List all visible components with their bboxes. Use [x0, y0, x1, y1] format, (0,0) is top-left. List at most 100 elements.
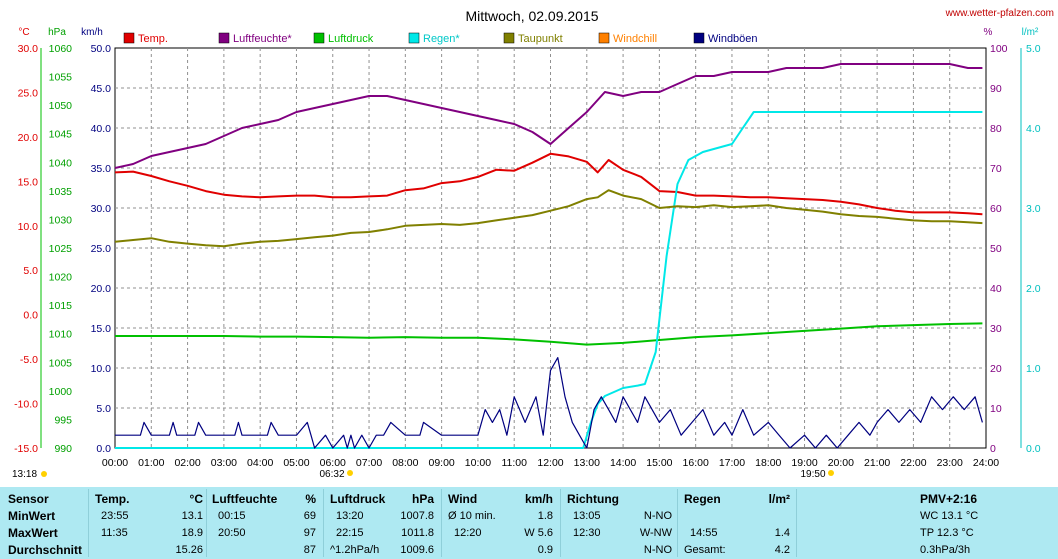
rain-tick-label: 3.0 [1026, 203, 1041, 215]
divider [206, 489, 207, 557]
legend: Temp. Luftfeuchte* Luftdruck Regen* Taupunkt… [123, 32, 758, 45]
row-label-max: MaxWert [8, 526, 58, 540]
series-windb-en-line [115, 357, 983, 449]
legend-item: Windchill [598, 32, 657, 45]
rain-total-label: Gesamt: [684, 544, 726, 556]
hpa-tick-label: 1030 [49, 214, 73, 226]
kmh-tick-label: 50.0 [91, 43, 112, 55]
x-tick-label: 05:00 [283, 457, 309, 469]
sensor-header: Sensor [8, 492, 49, 506]
x-tick-label: 07:00 [356, 457, 382, 469]
x-tick-label: 16:00 [683, 457, 709, 469]
temp-tick-label: -15.0 [14, 443, 38, 455]
series-luftfeuchte-line [114, 63, 983, 169]
temp-tick-label: 10.0 [18, 221, 39, 233]
chart-title: Mittwoch, 02.09.2015 [465, 8, 598, 24]
unit-pct: % [984, 27, 993, 38]
pct-tick-label: 70 [990, 163, 1002, 175]
temp-min-time: 23:55 [101, 510, 129, 522]
stats-direction: Richtung 13:05 N-NO 12:30 W-NW N-NO [567, 487, 672, 559]
daylength: 13:18 [12, 469, 37, 480]
x-tick-label: 18:00 [755, 457, 781, 469]
hpa-tick-label: 1000 [49, 386, 73, 398]
hum-avg-value: 87 [303, 544, 316, 556]
temp-unit: °C [189, 492, 203, 506]
kmh-tick-label: 45.0 [91, 83, 112, 95]
hpa-tick-label: 1020 [49, 272, 73, 284]
series-temp-line [114, 152, 983, 216]
kmh-tick-label: 10.0 [91, 363, 112, 375]
pmv-dewpoint: TP 12.3 °C [920, 527, 974, 539]
divider [88, 489, 89, 557]
x-tick-label: 03:00 [211, 457, 237, 469]
temp-avg-value: 15.26 [175, 544, 203, 556]
x-tick-label: 11:00 [501, 457, 527, 469]
legend-label: Regen* [423, 33, 460, 45]
unit-rain: l/m² [1022, 27, 1039, 38]
temp-tick-label: 30.0 [18, 43, 39, 55]
wind-max-time: 12:20 [454, 527, 482, 539]
rain-total-value: 4.2 [774, 544, 790, 556]
dir-max-time: 12:30 [573, 527, 601, 539]
pmv-pressure-trend: 0.3hPa/3h [920, 544, 971, 556]
stats-temp: Temp. °C 23:55 13.1 11:35 18.9 15.26 [95, 487, 203, 559]
legend-label: Windchill [613, 33, 657, 45]
hpa-tick-label: 1025 [49, 243, 73, 255]
pct-tick-label: 30 [990, 323, 1002, 335]
press-max-time: 22:15 [336, 527, 364, 539]
rain-tick-label: 5.0 [1026, 43, 1041, 55]
series-regen-line [115, 111, 983, 449]
dir-avg-value: N-NO [643, 544, 672, 556]
hum-max-value: 97 [303, 527, 316, 539]
unit-temp: °C [18, 27, 29, 38]
hpa-tick-label: 995 [54, 414, 72, 426]
kmh-tick-label: 30.0 [91, 203, 112, 215]
series-layer [114, 63, 983, 449]
pmv-windchill: WC 13.1 °C [920, 510, 979, 522]
temp-max-time: 11:35 [101, 527, 128, 539]
press-trend: ^1.2hPa/h [330, 544, 380, 556]
press-min-time: 13:20 [336, 510, 364, 522]
kmh-tick-label: 0.0 [96, 443, 111, 455]
grid [114, 47, 987, 449]
x-tick-label: 10:00 [465, 457, 491, 469]
legend-item: Luftfeuchte* [218, 32, 292, 45]
hpa-tick-label: 1050 [49, 100, 73, 112]
row-label-avg: Durchschnitt [8, 543, 83, 557]
legend-label: Taupunkt [518, 33, 563, 45]
site-url: www.wetter-pfalzen.com [945, 8, 1054, 19]
unit-kmh: km/h [81, 27, 103, 38]
hum-max-time: 20:50 [218, 527, 246, 539]
hpa-tick-label: 1010 [49, 329, 73, 341]
hpa-tick-label: 1005 [49, 357, 73, 369]
temp-tick-label: 15.0 [18, 176, 39, 188]
dir-max-value: W-NW [639, 527, 672, 539]
x-tick-label: 23:00 [937, 457, 963, 469]
press-header: Luftdruck [330, 492, 386, 506]
x-tick-label: 24:00 [973, 457, 999, 469]
stats-pressure: Luftdruck hPa 13:20 1007.8 22:15 1011.8 … [330, 487, 434, 559]
divider [560, 489, 561, 557]
legend-swatch [408, 32, 420, 44]
x-tick-label: 17:00 [719, 457, 745, 469]
kmh-tick-label: 35.0 [91, 163, 112, 175]
hum-header: Luftfeuchte [212, 492, 278, 506]
hpa-tick-label: 1015 [49, 300, 73, 312]
axis-ticks: 30.0 25.0 20.0 15.0 10.0 5.0 0.0 -5.0 -10.0 -15.0… [14, 43, 1041, 469]
pct-tick-label: 20 [990, 363, 1002, 375]
statistics-panel: Sensor MinWert MaxWert Durchschnitt Temp… [0, 487, 1058, 559]
pct-tick-label: 100 [990, 43, 1008, 55]
sunrise-marker-icon [347, 470, 353, 476]
rain-max-value: 1.4 [774, 527, 790, 539]
legend-item: Windböen [693, 32, 758, 45]
temp-max-value: 18.9 [181, 527, 203, 539]
legend-label: Temp. [138, 33, 168, 45]
temp-tick-label: 25.0 [18, 87, 39, 99]
legend-swatch [503, 32, 515, 44]
wind-header: Wind [448, 492, 478, 506]
press-max-value: 1011.8 [401, 527, 434, 539]
pct-tick-label: 90 [990, 83, 1002, 95]
kmh-tick-label: 15.0 [91, 323, 112, 335]
sunset-marker-icon [828, 470, 834, 476]
x-tick-label: 00:00 [102, 457, 128, 469]
